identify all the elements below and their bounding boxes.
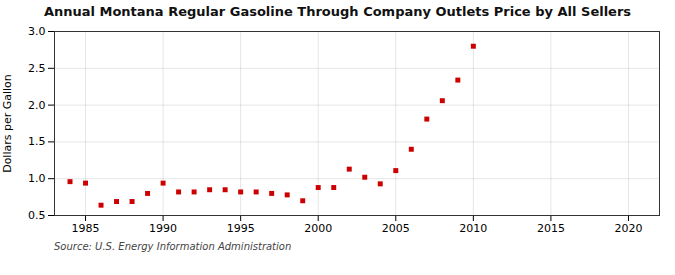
html-text:Source: U.S. Energy Informatio: Source: U.S. Energy Information Administ… — [54, 241, 292, 252]
svg-text:0.5: 0.5 — [28, 209, 46, 222]
svg-text:2015: 2015 — [537, 222, 565, 235]
svg-text:2010: 2010 — [459, 222, 487, 235]
svg-text:2005: 2005 — [382, 222, 410, 235]
svg-text:Dollars per Gallon: Dollars per Gallon — [1, 74, 14, 173]
svg-text:2000: 2000 — [304, 222, 332, 235]
svg-text:2.0: 2.0 — [28, 99, 46, 112]
html-text:Annual Montana Regular Gasolin: Annual Montana Regular Gasoline Through … — [43, 4, 632, 19]
svg-text:1985: 1985 — [72, 222, 100, 235]
svg-text:3.0: 3.0 — [28, 25, 46, 38]
svg-text:2020: 2020 — [614, 222, 642, 235]
svg-text:1995: 1995 — [227, 222, 255, 235]
svg-text:1.5: 1.5 — [28, 135, 46, 148]
svg-text:1990: 1990 — [149, 222, 177, 235]
svg-text:2.5: 2.5 — [28, 62, 46, 75]
svg-text:1.0: 1.0 — [28, 172, 46, 185]
